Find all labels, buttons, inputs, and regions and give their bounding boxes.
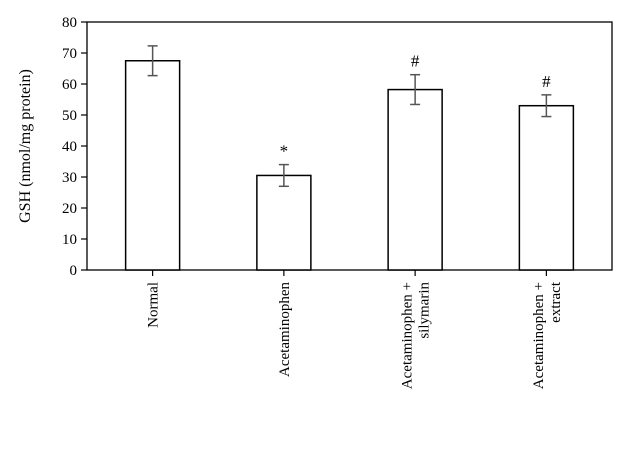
y-tick-label: 30 [62, 170, 77, 186]
category-label-line: extract [548, 281, 564, 323]
category-label: Acetaminophen [277, 282, 293, 377]
significance-marker: * [280, 142, 289, 161]
error-bars [147, 45, 552, 188]
category-label: Acetaminophen +extract [531, 281, 564, 389]
significance-markers: * # # [280, 52, 552, 161]
category-label-line: Acetaminophen [277, 282, 293, 377]
bars [124, 60, 575, 271]
y-tick-label: 50 [62, 108, 77, 124]
category-label-line: Acetaminophen + [531, 282, 547, 389]
y-tick-label: 70 [62, 46, 77, 62]
y-tick-label: 0 [70, 263, 78, 279]
category-label: Normal [146, 282, 162, 328]
y-tick-label: 40 [62, 139, 77, 155]
bar [518, 104, 575, 271]
category-label: Acetaminophen +silymarin [400, 282, 433, 390]
bar [387, 88, 443, 271]
y-tick-label: 10 [62, 232, 77, 248]
category-label-line: silymarin [417, 282, 433, 339]
significance-marker: # [542, 72, 551, 91]
category-label-line: Normal [146, 282, 162, 328]
significance-marker: # [411, 52, 420, 71]
y-tick-label: 20 [62, 201, 77, 217]
y-ticks: 0 10 20 30 40 50 60 70 80 [62, 15, 87, 279]
y-axis-label: GSH (nmol/mg protein) [17, 69, 34, 223]
category-labels: Normal Acetaminophen Acetaminophen +silyma… [146, 281, 564, 389]
y-tick-label: 80 [62, 15, 77, 31]
category-label-line: Acetaminophen + [400, 282, 416, 389]
bar [124, 60, 181, 271]
y-tick-label: 60 [62, 77, 77, 93]
bar [256, 174, 312, 271]
